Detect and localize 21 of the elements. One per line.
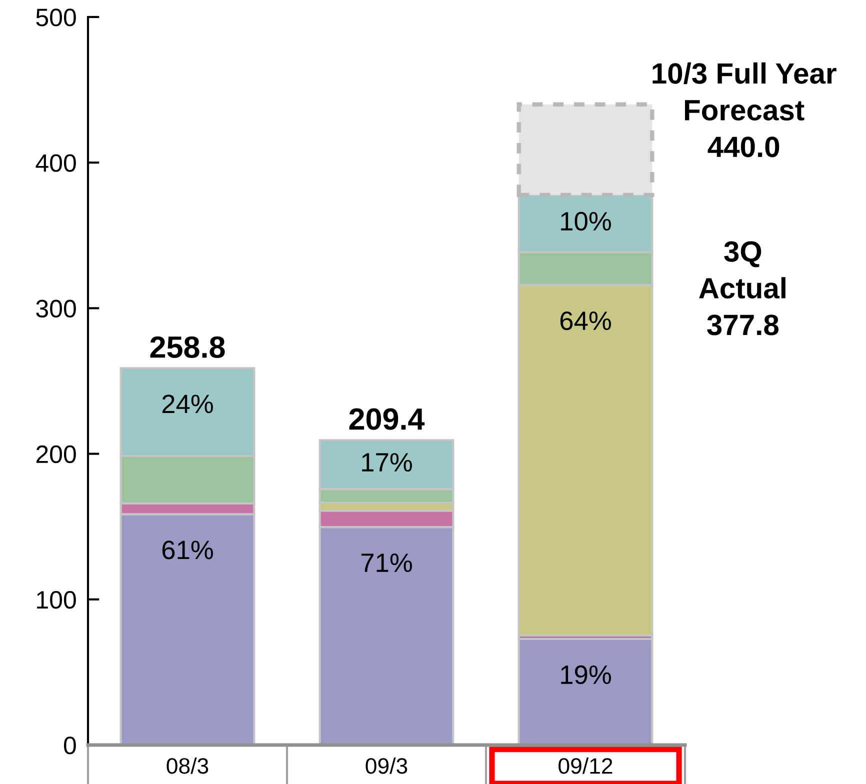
annotation: 10/3 Full Year Forecast 440.0: [652, 62, 836, 158]
annotation: 17%: [362, 453, 412, 472]
x-tick-label: 09/3: [366, 758, 408, 774]
annotation: 10%: [561, 212, 611, 231]
annotation: 64%: [560, 311, 611, 330]
x-tick-label: 08/3: [166, 758, 208, 774]
text: 3Q Actual 377.8: [699, 241, 786, 336]
bar: [518, 638, 654, 745]
y-tick-label: 200: [36, 445, 76, 464]
y-tick-label: 300: [36, 300, 76, 318]
annotation: 71%: [361, 554, 412, 572]
y-tick-label: 0: [64, 736, 76, 754]
x-tick-label: 09/12: [558, 758, 612, 774]
total-label: 209.4: [349, 408, 425, 430]
total-label: 258.8: [150, 336, 225, 358]
annotation: 61%: [162, 540, 213, 560]
annotation: 24%: [162, 394, 213, 414]
y-tick-label: 400: [36, 154, 76, 172]
y-tick-label: 100: [37, 591, 76, 609]
annotation: 19%: [561, 665, 611, 684]
y-tick-label: 500: [36, 8, 76, 26]
